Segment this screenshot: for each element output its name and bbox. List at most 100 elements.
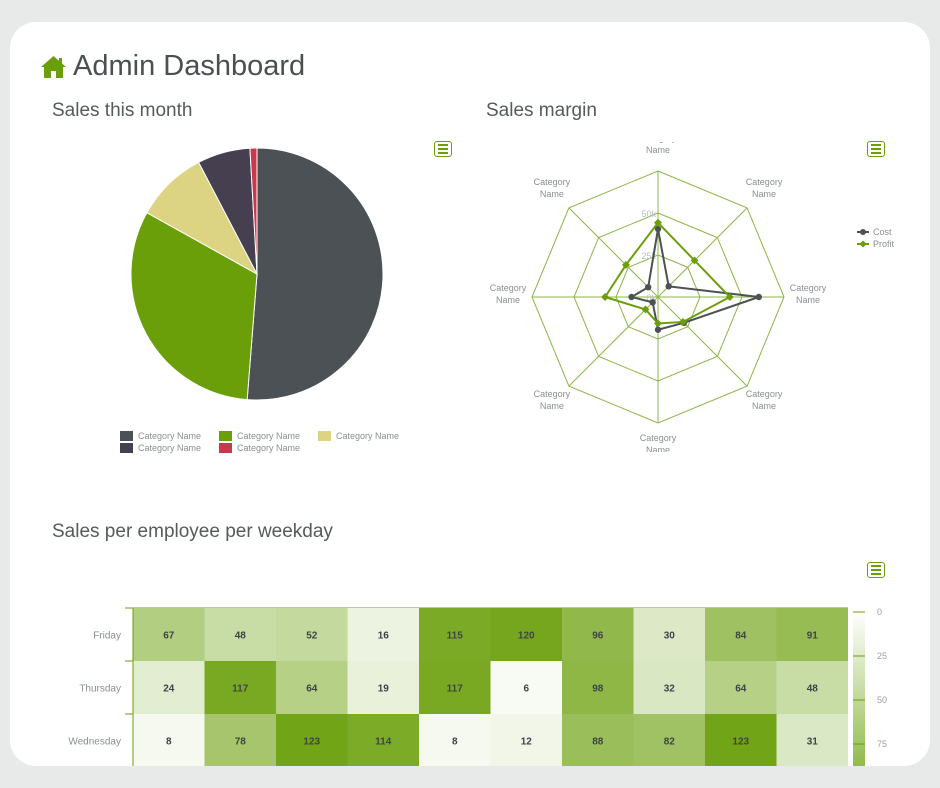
heatmap-cell[interactable] [347, 608, 420, 661]
radar-legend-label[interactable]: Profit [873, 239, 895, 249]
heatmap-row-label: Wednesday [68, 737, 121, 748]
page-title-text: Admin Dashboard [73, 50, 306, 82]
heatmap-cell[interactable] [347, 714, 420, 766]
radar-menu-button[interactable] [867, 141, 885, 157]
heatmap-cell[interactable] [705, 714, 777, 766]
radar-point-profit[interactable] [678, 317, 687, 326]
heatmap-cell-value: 64 [735, 684, 747, 695]
heatmap-cell[interactable] [133, 608, 205, 661]
radar-point-profit[interactable] [601, 293, 610, 301]
dashboard-card: Admin Dashboard Sales this month Sales m… [10, 22, 930, 766]
pie-slice-1[interactable] [130, 212, 258, 401]
heatmap-cell-value: 115 [447, 631, 464, 642]
heatmap-cell-value: 98 [592, 684, 604, 695]
legend-marker-profit [859, 240, 867, 248]
pie-menu-button[interactable] [434, 141, 452, 157]
heatmap-colorbar [853, 612, 865, 766]
radar-point-cost[interactable] [644, 283, 652, 291]
pie-legend-item[interactable]: Category Name [120, 443, 201, 453]
heatmap-cell-value: 88 [592, 737, 604, 748]
heatmap-cell[interactable] [776, 661, 849, 714]
heatmap-cell[interactable] [705, 661, 777, 714]
heatmap-menu-button[interactable] [867, 562, 885, 578]
heatmap-cell-value: 78 [235, 737, 247, 748]
pie-legend-item[interactable]: Category Name [318, 431, 399, 441]
heatmap-cell-value: 123 [303, 737, 320, 748]
heatmap-cell[interactable] [419, 608, 491, 661]
heatmap-cell-value: 12 [521, 737, 533, 748]
heatmap-cell[interactable] [776, 608, 849, 661]
radar-point-cost[interactable] [755, 293, 762, 301]
heatmap-cell[interactable] [276, 608, 348, 661]
heatmap-cell[interactable] [490, 714, 563, 766]
heatmap-cell-value: 16 [378, 631, 390, 642]
heatmap-cell[interactable] [705, 608, 777, 661]
radar-legend-label[interactable]: Cost [873, 227, 892, 237]
heatmap-cell-value: 120 [518, 631, 535, 642]
heatmap-cell-value: 8 [452, 737, 458, 748]
heatmap-cell[interactable] [633, 714, 706, 766]
radar-axis-line [657, 207, 748, 298]
pie-legend-label: Category Name [237, 443, 301, 453]
heatmap-cell-value: 19 [378, 684, 390, 695]
radar-series-profit [603, 221, 732, 325]
pie-slice-4[interactable] [249, 147, 258, 275]
heatmap-cell-value: 30 [664, 631, 676, 642]
heatmap-cell[interactable] [204, 714, 277, 766]
colorbar-label: 0 [877, 607, 882, 617]
heatmap-cell-value: 52 [306, 631, 318, 642]
heatmap-cell-value: 114 [375, 737, 392, 748]
colorbar-label: 75 [877, 739, 887, 749]
heatmap-cell[interactable] [562, 608, 634, 661]
pie-legend-item[interactable]: Category Name [120, 431, 201, 441]
heatmap-cell[interactable] [562, 661, 634, 714]
pie-section-title: Sales this month [52, 100, 193, 121]
radar-tick-label: 25k [641, 251, 656, 261]
radar-axis-line [568, 296, 659, 387]
heatmap-cell-value: 48 [235, 631, 247, 642]
heatmap-cell[interactable] [490, 661, 563, 714]
heatmap-cell[interactable] [419, 661, 491, 714]
heatmap-cell[interactable] [562, 714, 634, 766]
heatmap-cell[interactable] [490, 608, 563, 661]
heatmap-cell-value: 6 [523, 684, 529, 695]
pie-slice-0[interactable] [246, 147, 384, 401]
home-icon [41, 55, 66, 78]
heatmap-cell-value: 123 [732, 737, 749, 748]
pie-legend-item[interactable]: Category Name [219, 431, 300, 441]
heatmap-cell[interactable] [633, 608, 706, 661]
radar-point-profit[interactable] [725, 293, 734, 301]
heatmap-cell[interactable] [633, 661, 706, 714]
heatmap-cell[interactable] [133, 661, 205, 714]
heatmap-cell[interactable] [347, 661, 420, 714]
radar-point-cost[interactable] [654, 326, 662, 333]
heatmap-cell[interactable] [133, 714, 205, 766]
radar-point-cost[interactable] [654, 225, 662, 233]
radar-point-cost[interactable] [628, 293, 635, 301]
heatmap-cell[interactable] [204, 661, 277, 714]
radar-axis-line [568, 207, 659, 298]
radar-axis-line [657, 296, 748, 387]
heatmap-cell[interactable] [276, 661, 348, 714]
heatmap-cell[interactable] [276, 714, 348, 766]
radar-point-cost[interactable] [649, 299, 656, 306]
heatmap-cell[interactable] [204, 608, 277, 661]
heatmap-cell-value: 84 [735, 631, 747, 642]
heatmap-cell[interactable] [776, 714, 849, 766]
radar-point-profit[interactable] [641, 305, 650, 314]
heatmap-cell-value: 64 [306, 684, 318, 695]
heatmap-cell[interactable] [419, 714, 491, 766]
radar-point-profit[interactable] [621, 260, 630, 269]
radar-point-cost[interactable] [665, 283, 672, 290]
heatmap-cell-value: 117 [447, 684, 464, 695]
radar-point-profit[interactable] [690, 256, 699, 265]
heatmap-cell-value: 8 [166, 737, 172, 748]
heatmap-section-title: Sales per employee per weekday [52, 521, 333, 542]
pie-legend-item[interactable]: Category Name [219, 443, 300, 453]
